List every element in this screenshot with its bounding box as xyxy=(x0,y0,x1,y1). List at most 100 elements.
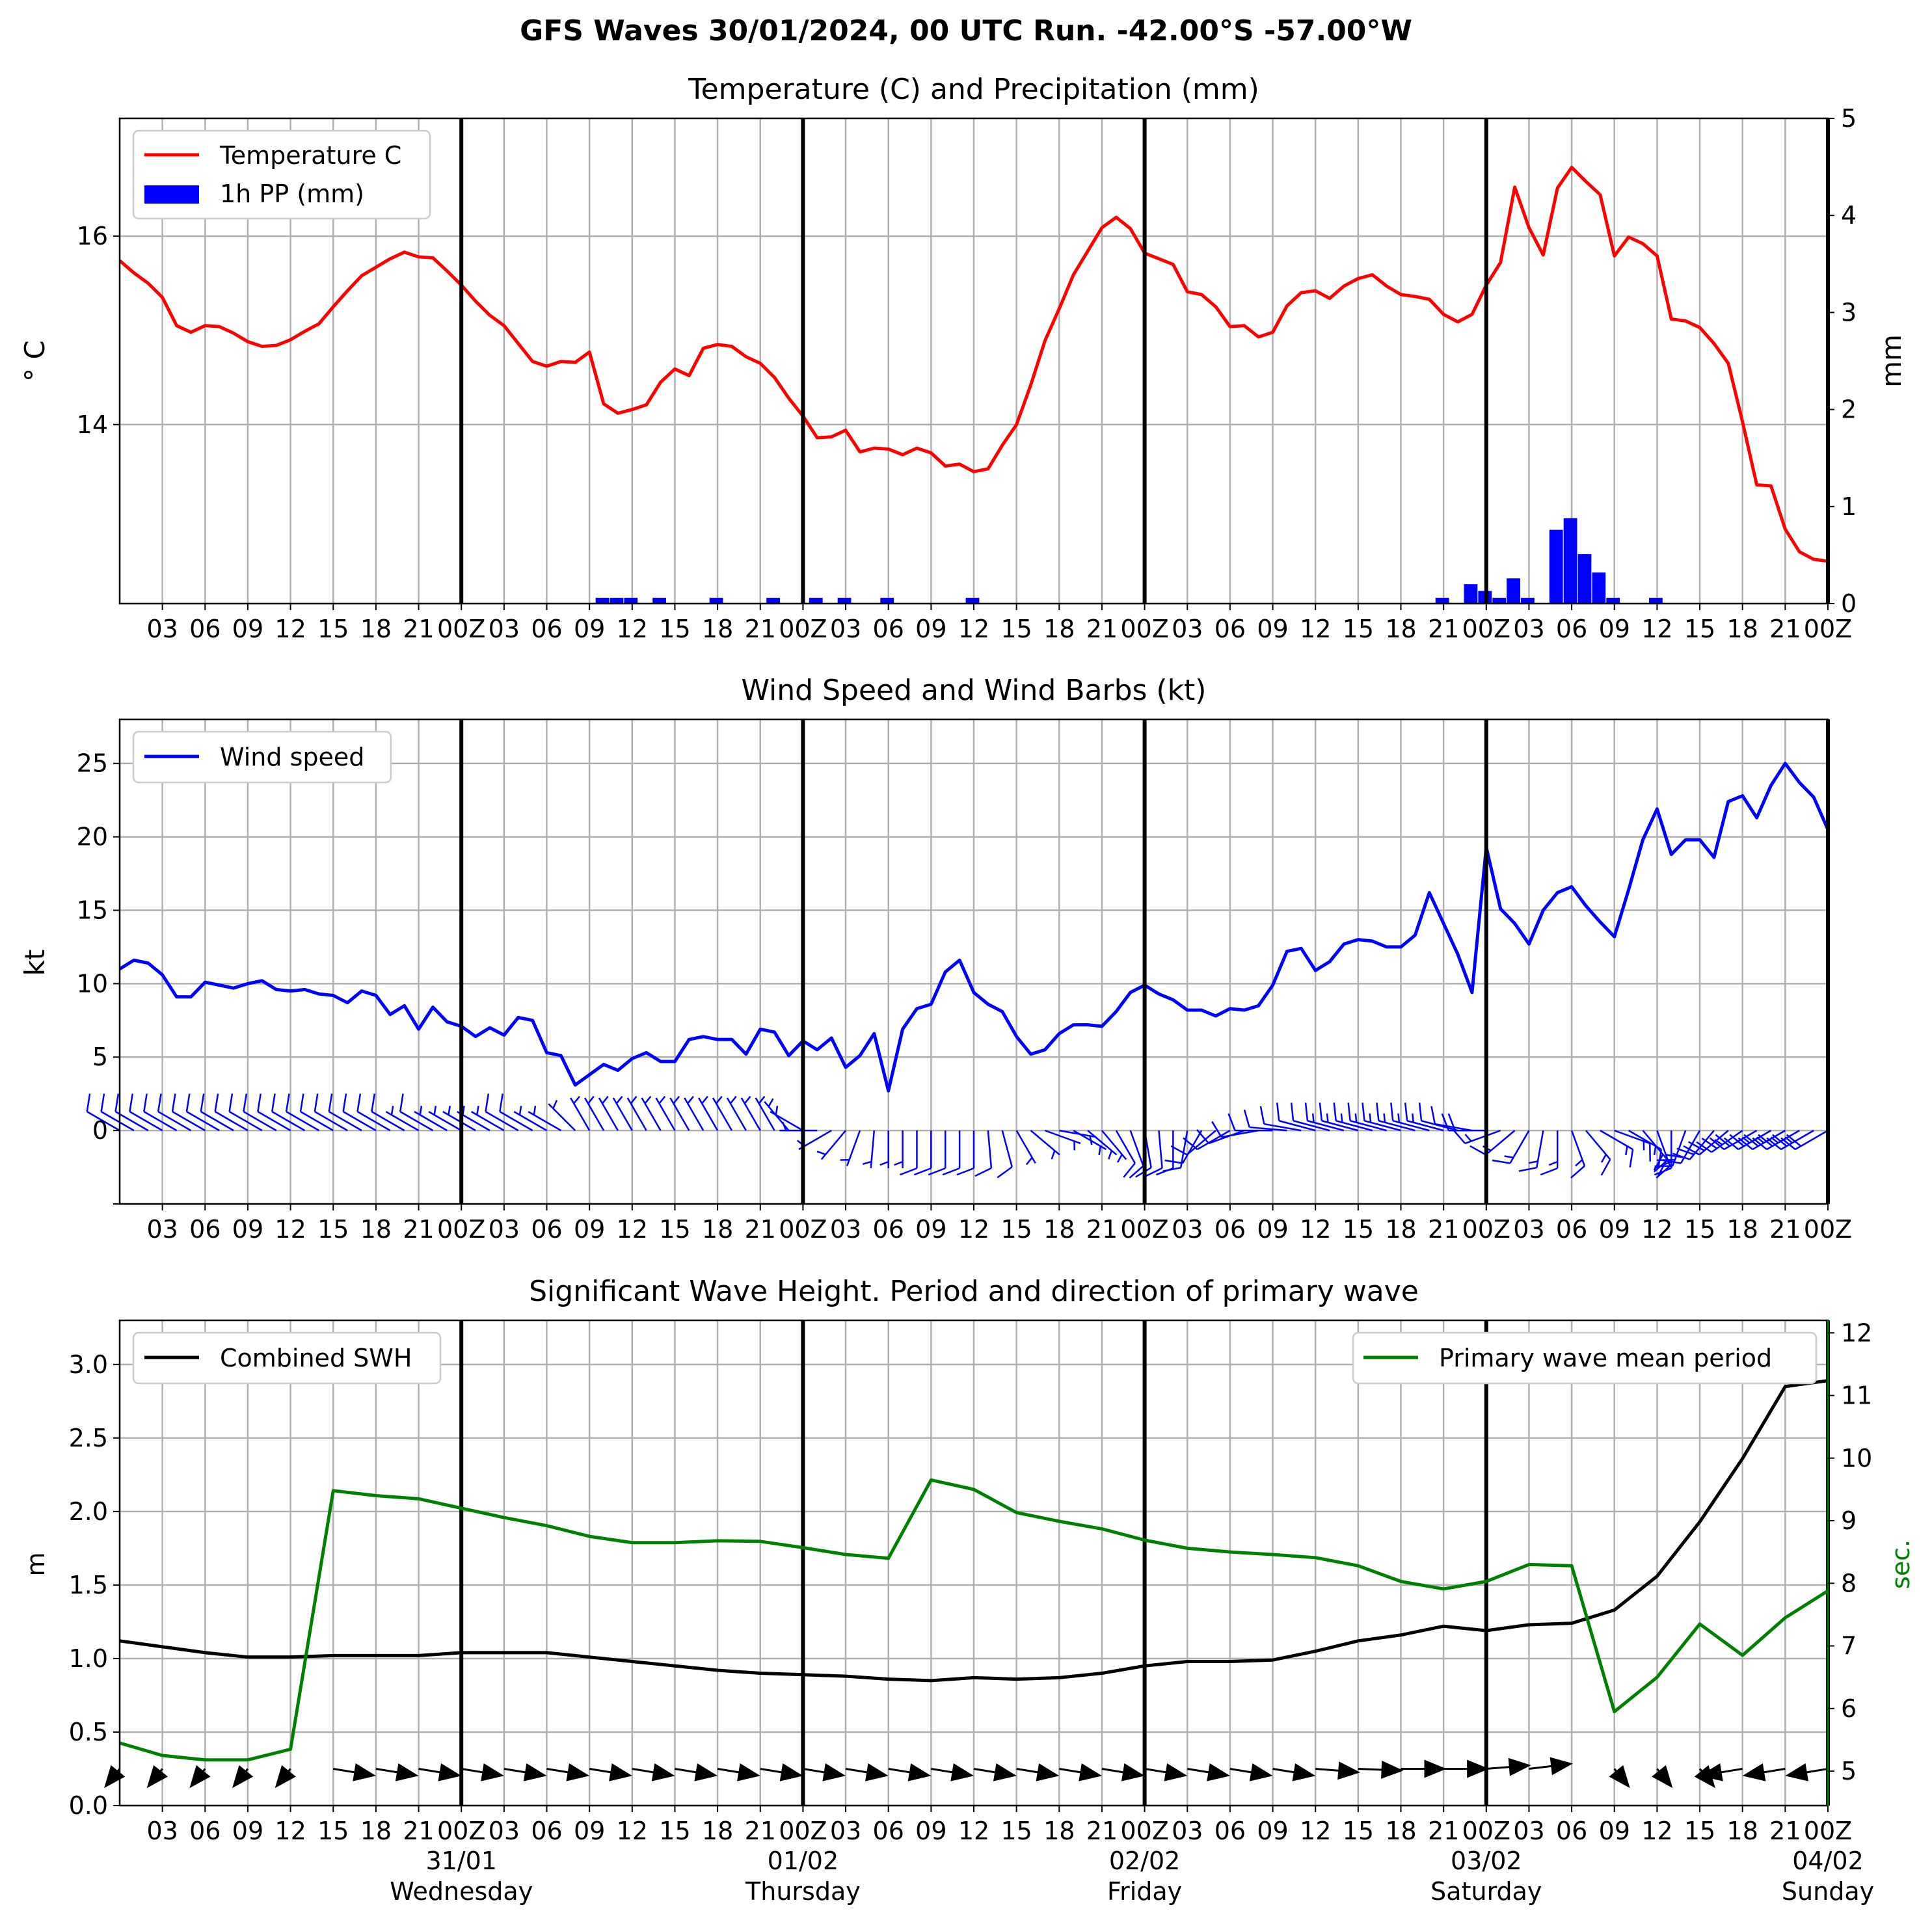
wind-barb-feather xyxy=(1390,1102,1394,1121)
wind-barb-staff xyxy=(1179,1130,1188,1168)
wind-barb-feather xyxy=(1540,1167,1558,1176)
day-name-label: Saturday xyxy=(1430,1877,1542,1906)
x-tick-label: 15 xyxy=(1000,615,1032,643)
wind-barb-half-feather xyxy=(1025,1156,1033,1166)
arrow-head xyxy=(189,1765,211,1789)
x-tick-label: 09 xyxy=(915,615,946,643)
wave-direction-arrow xyxy=(717,1763,760,1782)
wind-barb-staff xyxy=(1197,1130,1231,1151)
wind-barb xyxy=(1663,1130,1701,1164)
wind-barb-feather xyxy=(900,1167,917,1176)
wind-barb-half-feather xyxy=(476,1106,479,1115)
arrow-head xyxy=(1508,1757,1531,1776)
precip-bar xyxy=(1606,598,1620,604)
x-tick-label: 06 xyxy=(873,615,904,643)
wind-barb xyxy=(414,1106,448,1132)
wind-barb xyxy=(956,1130,975,1176)
wind-barb xyxy=(1518,1130,1544,1172)
wind-barb xyxy=(1570,1130,1586,1179)
precip-bar xyxy=(624,598,638,604)
wind-barb-feather xyxy=(399,1093,404,1112)
x-tick-label: 21 xyxy=(1086,1215,1118,1244)
wind-barb-half-feather xyxy=(1653,1145,1657,1156)
wind-barb xyxy=(840,1130,861,1167)
wind-barb-feather xyxy=(1319,1102,1323,1121)
wave-direction-arrow xyxy=(1016,1763,1060,1782)
arrow-head xyxy=(1337,1761,1361,1780)
arrow-head xyxy=(737,1763,760,1782)
panel-2-legend: Wind speed xyxy=(132,730,392,784)
x-tick-label: 06 xyxy=(1556,615,1587,643)
x-tick-label: 03 xyxy=(146,1817,178,1845)
wave-direction-arrow xyxy=(1785,1763,1829,1782)
x-tick-label: 18 xyxy=(1043,615,1075,643)
wind-barb-staff xyxy=(1249,1126,1287,1132)
wind-barb xyxy=(894,1130,904,1169)
wind-barb xyxy=(1492,1130,1530,1164)
x-tick-label: 18 xyxy=(360,615,392,643)
day-date-label: 02/02 xyxy=(1109,1847,1181,1875)
panel-3-ylabel-right: sec. xyxy=(1886,1540,1915,1589)
wind-barb xyxy=(942,1130,961,1176)
wind-barb xyxy=(143,1093,178,1132)
wind-barb xyxy=(626,1095,647,1131)
panel-1-right-ticks: 0 1 2 3 4 5 xyxy=(1828,104,1857,618)
wind-barb-half-feather xyxy=(630,1095,637,1104)
wind-barb xyxy=(726,1095,747,1131)
y-tick-label: 2.0 xyxy=(69,1497,108,1526)
wind-barb xyxy=(974,1130,993,1177)
arrow-head xyxy=(104,1765,126,1789)
wave-direction-arrow xyxy=(675,1763,718,1782)
x-tick-label: 09 xyxy=(574,1215,605,1244)
wind-barb-staff xyxy=(1182,1130,1203,1164)
wind-barb xyxy=(271,1093,306,1132)
wind-barb-staff xyxy=(987,1130,993,1169)
wave-direction-arrow xyxy=(461,1763,504,1782)
wave-direction-arrow xyxy=(418,1763,462,1782)
wave-direction-arrow xyxy=(1529,1757,1574,1776)
x-tick-label: 21 xyxy=(745,1817,776,1845)
wind-barb-feather xyxy=(129,1093,133,1112)
wind-barb-half-feather xyxy=(518,1106,522,1115)
wind-barb-half-feather xyxy=(775,1106,779,1115)
wave-direction-arrow xyxy=(275,1765,296,1789)
wave-direction-arrow xyxy=(1358,1760,1404,1779)
wind-barb-feather xyxy=(1701,1138,1718,1149)
wind-barb-staff xyxy=(1293,1119,1330,1132)
x-tick-label: 18 xyxy=(702,1817,733,1845)
wind-barb-half-feather xyxy=(1756,1136,1765,1144)
x-tick-label: 06 xyxy=(1556,1215,1587,1244)
wave-direction-arrow xyxy=(632,1763,675,1782)
temperature-precip-panel: Temperature (C) and Precipitation (mm) 1… xyxy=(19,73,1907,643)
x-tick-label: 06 xyxy=(531,1817,562,1845)
x-tick-label: 21 xyxy=(1086,1817,1118,1845)
wind-barb-feather xyxy=(1766,1137,1782,1151)
x-tick-label: 21 xyxy=(1086,615,1118,643)
x-tick-label: 03 xyxy=(489,1817,520,1845)
wind-barb-half-feather xyxy=(433,1106,437,1115)
wave-direction-arrow xyxy=(1486,1757,1531,1776)
wind-barb xyxy=(1430,1106,1473,1132)
x-tick-label: 00Z xyxy=(1804,1817,1852,1845)
wind-barb-staff xyxy=(87,1111,120,1132)
wind-barb xyxy=(228,1093,263,1132)
wind-barb-staff xyxy=(485,1111,519,1132)
arrow-head xyxy=(1424,1759,1447,1778)
arrow-head xyxy=(1036,1763,1060,1782)
wind-barb xyxy=(1766,1130,1814,1151)
wind-barb-feather xyxy=(228,1093,234,1112)
wind-barb-feather xyxy=(499,1093,503,1112)
wind-barb xyxy=(816,1130,847,1160)
wind-barb xyxy=(299,1093,334,1132)
wind-barb-half-feather xyxy=(758,1095,766,1104)
wind-barb xyxy=(1276,1102,1316,1132)
wind-barb-feather xyxy=(1696,1141,1712,1153)
wind-barb-feather xyxy=(285,1093,290,1112)
x-tick-label: 09 xyxy=(232,1215,263,1244)
wind-barb-feather xyxy=(1441,1113,1449,1131)
x-tick-label: 00Z xyxy=(1462,1817,1510,1845)
panel-3-legend-period: Primary wave mean period xyxy=(1352,1331,1818,1385)
wind-barb-staff xyxy=(186,1111,220,1132)
wind-barb-half-feather xyxy=(744,1095,751,1104)
wind-barb xyxy=(428,1106,462,1132)
